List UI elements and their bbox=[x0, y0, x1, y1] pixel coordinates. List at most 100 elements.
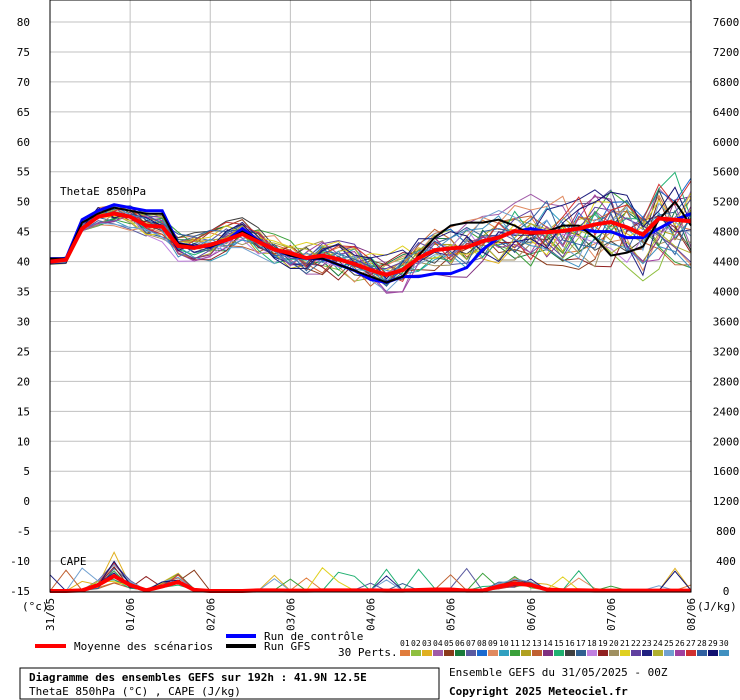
pert-number: 23 bbox=[642, 639, 652, 648]
right-tick-label: 6800 bbox=[713, 76, 740, 89]
pert-number: 28 bbox=[697, 639, 707, 648]
right-tick-label: 5200 bbox=[713, 196, 740, 209]
left-tick-label: 65 bbox=[17, 106, 30, 119]
pert-swatch bbox=[411, 650, 421, 656]
pert-number: 11 bbox=[510, 639, 520, 648]
cape-annotation: CAPE bbox=[60, 555, 87, 568]
right-tick-label: 2000 bbox=[713, 435, 740, 448]
date-tick-label: 05/06 bbox=[445, 598, 458, 631]
date-axis-ticks: 31/05 01/06 02/06 03/06 04/06 05/06 06/06 07/06… bbox=[44, 598, 698, 631]
pert-number: 04 bbox=[433, 639, 443, 648]
right-tick-label: 4800 bbox=[713, 226, 740, 239]
pert-number: 24 bbox=[653, 639, 663, 648]
date-tick-label: 06/06 bbox=[525, 598, 538, 631]
pert-swatch bbox=[631, 650, 641, 656]
pert-swatch bbox=[642, 650, 652, 656]
date-tick-label: 07/06 bbox=[605, 598, 618, 631]
pert-swatch bbox=[708, 650, 718, 656]
right-tick-label: 6400 bbox=[713, 106, 740, 119]
pert-number: 22 bbox=[631, 639, 641, 648]
pert-number: 08 bbox=[477, 639, 487, 648]
right-tick-label: 800 bbox=[716, 525, 736, 538]
left-tick-label: 50 bbox=[17, 196, 30, 209]
pert-swatch bbox=[598, 650, 608, 656]
left-tick-label: 0 bbox=[23, 495, 30, 508]
left-tick-label: 15 bbox=[17, 405, 30, 418]
chart-title: Diagramme des ensembles GEFS sur 192h : … bbox=[29, 671, 367, 684]
legend-perts-label: 30 Perts. bbox=[338, 646, 398, 659]
left-axis-ticks: -15 -10 -5 0 5 10 15 20 25 30 35 40 45 50 55 60 65 70 75 80 bbox=[10, 16, 30, 598]
right-tick-label: 2800 bbox=[713, 375, 740, 388]
chart-subtitle: ThetaE 850hPa (°C) , CAPE (J/kg) bbox=[29, 685, 241, 698]
pert-number: 03 bbox=[422, 639, 432, 648]
pert-swatch bbox=[620, 650, 630, 656]
right-tick-label: 7200 bbox=[713, 46, 740, 59]
right-tick-label: 1200 bbox=[713, 495, 740, 508]
right-tick-label: 4000 bbox=[713, 286, 740, 299]
right-tick-label: 2400 bbox=[713, 405, 740, 418]
left-tick-label: 5 bbox=[23, 465, 30, 478]
right-unit-label: (J/kg) bbox=[697, 600, 737, 613]
legend-control-label: Run de contrôle bbox=[264, 630, 363, 643]
pert-swatch bbox=[697, 650, 707, 656]
right-tick-label: 4400 bbox=[713, 256, 740, 269]
ensemble-run-label: Ensemble GEFS du 31/05/2025 - 00Z bbox=[449, 666, 668, 679]
date-tick-label: 08/06 bbox=[685, 598, 698, 631]
left-tick-label: -15 bbox=[10, 585, 30, 598]
left-tick-label: 25 bbox=[17, 345, 30, 358]
left-tick-label: 30 bbox=[17, 315, 30, 328]
mean-cape-line bbox=[50, 573, 691, 593]
pert-swatch bbox=[653, 650, 663, 656]
pert-swatch bbox=[554, 650, 564, 656]
pert-swatch bbox=[510, 650, 520, 656]
pert-number: 17 bbox=[576, 639, 586, 648]
right-tick-label: 3200 bbox=[713, 345, 740, 358]
left-tick-label: 70 bbox=[17, 76, 30, 89]
left-tick-label: -10 bbox=[10, 555, 30, 568]
grid bbox=[49, 0, 692, 592]
info-box bbox=[19, 667, 440, 700]
pert-swatch bbox=[686, 650, 696, 656]
thetae-annotation: ThetaE 850hPa bbox=[60, 185, 146, 198]
left-tick-label: 10 bbox=[17, 435, 30, 448]
right-tick-label: 6000 bbox=[713, 136, 740, 149]
legend-mean-label: Moyenne des scénarios bbox=[74, 640, 213, 653]
left-tick-label: 20 bbox=[17, 375, 30, 388]
pert-number: 01 bbox=[400, 639, 410, 648]
pert-number: 06 bbox=[455, 639, 465, 648]
pert-swatch bbox=[433, 650, 443, 656]
date-tick-label: 31/05 bbox=[44, 598, 57, 631]
right-tick-label: 5600 bbox=[713, 166, 740, 179]
pert-number: 09 bbox=[488, 639, 498, 648]
pert-swatch bbox=[565, 650, 575, 656]
date-tick-label: 03/06 bbox=[284, 598, 297, 631]
left-tick-label: 45 bbox=[17, 226, 30, 239]
pert-swatch bbox=[664, 650, 674, 656]
perturbation-line bbox=[49, 186, 692, 280]
pert-swatch bbox=[576, 650, 586, 656]
pert-swatch bbox=[609, 650, 619, 656]
pert-swatch bbox=[455, 650, 465, 656]
right-tick-label: 400 bbox=[716, 555, 736, 568]
pert-swatch bbox=[400, 650, 410, 656]
pert-number: 07 bbox=[466, 639, 476, 648]
pert-swatch bbox=[488, 650, 498, 656]
left-tick-label: 55 bbox=[17, 166, 30, 179]
right-tick-label: 1600 bbox=[713, 465, 740, 478]
right-tick-label: 3600 bbox=[713, 315, 740, 328]
left-tick-label: 80 bbox=[17, 16, 30, 29]
pert-number: 02 bbox=[411, 639, 421, 648]
pert-number: 30 bbox=[719, 639, 729, 648]
pert-number: 18 bbox=[587, 639, 597, 648]
right-axis-ticks: 0 400 800 1200 1600 2000 2400 2800 3200 3600 4000 4… bbox=[713, 16, 740, 598]
pert-swatch bbox=[587, 650, 597, 656]
pert-swatch bbox=[444, 650, 454, 656]
date-tick-label: 02/06 bbox=[204, 598, 217, 631]
pert-number: 16 bbox=[565, 639, 575, 648]
left-tick-label: 40 bbox=[17, 256, 30, 269]
date-tick-label: 01/06 bbox=[124, 598, 137, 631]
pert-swatch bbox=[543, 650, 553, 656]
left-tick-label: -5 bbox=[17, 525, 30, 538]
pert-swatch bbox=[719, 650, 729, 656]
